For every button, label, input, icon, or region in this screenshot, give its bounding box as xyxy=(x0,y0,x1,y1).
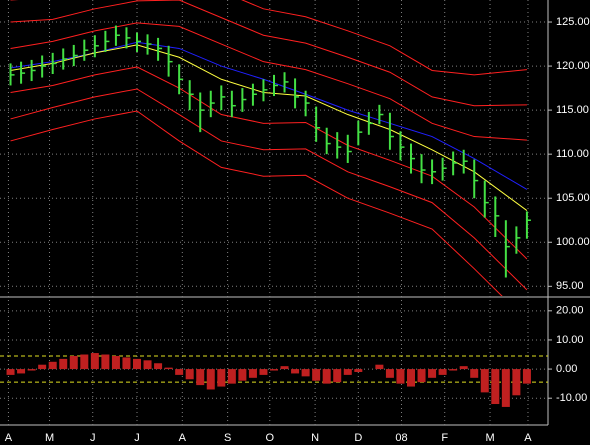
histogram-bar xyxy=(90,353,99,370)
band-line xyxy=(10,88,528,291)
histogram-bar xyxy=(522,369,531,384)
histogram-bar xyxy=(185,369,194,380)
y-tick-label: 20.00 xyxy=(556,305,584,317)
histogram-bar xyxy=(480,369,489,393)
histogram-bar xyxy=(280,366,289,370)
histogram-bar xyxy=(491,369,500,405)
histogram-bar xyxy=(196,369,205,386)
x-tick-label: M xyxy=(45,432,54,444)
histogram-bar xyxy=(122,357,131,370)
y-tick-label: 10.00 xyxy=(556,334,584,346)
histogram-bar xyxy=(217,369,226,387)
band-line xyxy=(10,22,527,141)
y-tick-label: 125.00 xyxy=(556,16,590,28)
histogram-bar xyxy=(512,369,521,396)
histogram-bar xyxy=(396,369,405,384)
plot-area xyxy=(9,0,531,296)
histogram-bar xyxy=(111,355,120,370)
histogram-bar xyxy=(6,369,15,375)
histogram-bar xyxy=(312,369,321,381)
histogram-bar xyxy=(69,355,78,370)
y-tick-label: -10.00 xyxy=(556,392,587,404)
y-tick-label: 110.00 xyxy=(556,148,589,160)
y-tick-label: 100.00 xyxy=(556,236,590,248)
histogram-bar xyxy=(238,369,247,381)
x-tick-label: J xyxy=(134,432,140,444)
x-tick-label: F xyxy=(441,432,448,444)
x-tick-label: A xyxy=(179,432,187,444)
x-tick-label: D xyxy=(354,432,362,444)
histogram-bar xyxy=(333,369,342,383)
y-tick-label: 95.00 xyxy=(556,280,584,292)
histogram-bar xyxy=(417,369,426,383)
x-tick-label: O xyxy=(266,432,275,444)
x-tick-label: N xyxy=(311,432,319,444)
x-tick-label: 08 xyxy=(395,432,407,444)
histogram-bar xyxy=(248,369,257,378)
histogram-bar xyxy=(38,364,47,370)
histogram-bar xyxy=(80,354,89,370)
histogram-bar xyxy=(175,369,184,375)
y-tick-label: 120.00 xyxy=(556,60,590,72)
histogram-bar xyxy=(59,358,68,370)
histogram-bar xyxy=(449,369,458,371)
histogram-bar xyxy=(354,369,363,372)
histogram-bar xyxy=(259,369,268,375)
x-tick-label: A xyxy=(5,432,13,444)
band-line xyxy=(10,0,527,76)
histogram-bar xyxy=(143,360,152,370)
histogram-bar xyxy=(133,358,141,370)
x-tick-label: A xyxy=(524,432,532,444)
histogram-bar xyxy=(438,369,447,375)
histogram-bar xyxy=(291,369,300,374)
band-line xyxy=(10,0,527,107)
histogram-bar xyxy=(101,354,110,370)
x-tick-label: M xyxy=(485,432,494,444)
histogram-bar xyxy=(459,366,468,370)
histogram-bar xyxy=(17,369,26,374)
histogram-bar xyxy=(428,369,437,378)
histogram-bar xyxy=(470,369,479,378)
histogram-bar xyxy=(301,369,310,377)
histogram-bar xyxy=(27,369,36,371)
histogram-bar xyxy=(164,367,173,370)
band-line xyxy=(10,110,503,296)
histogram-bar xyxy=(270,369,278,371)
histogram-bar xyxy=(322,369,331,384)
x-tick-label: J xyxy=(90,432,96,444)
histogram-bar xyxy=(48,361,57,370)
histogram-bar xyxy=(375,364,384,370)
histogram-bar xyxy=(343,369,352,375)
histogram-bar xyxy=(407,369,415,387)
plot-area xyxy=(0,353,548,407)
histogram-bar xyxy=(501,369,510,407)
histogram-bar xyxy=(385,369,394,378)
y-tick-label: 115.00 xyxy=(556,104,589,116)
y-tick-label: 105.00 xyxy=(556,192,590,204)
histogram-bar xyxy=(154,363,163,370)
histogram-bar xyxy=(227,369,236,384)
histogram-bar xyxy=(206,369,215,390)
x-tick-label: S xyxy=(224,432,231,444)
y-tick-label: 0.00 xyxy=(556,363,577,375)
